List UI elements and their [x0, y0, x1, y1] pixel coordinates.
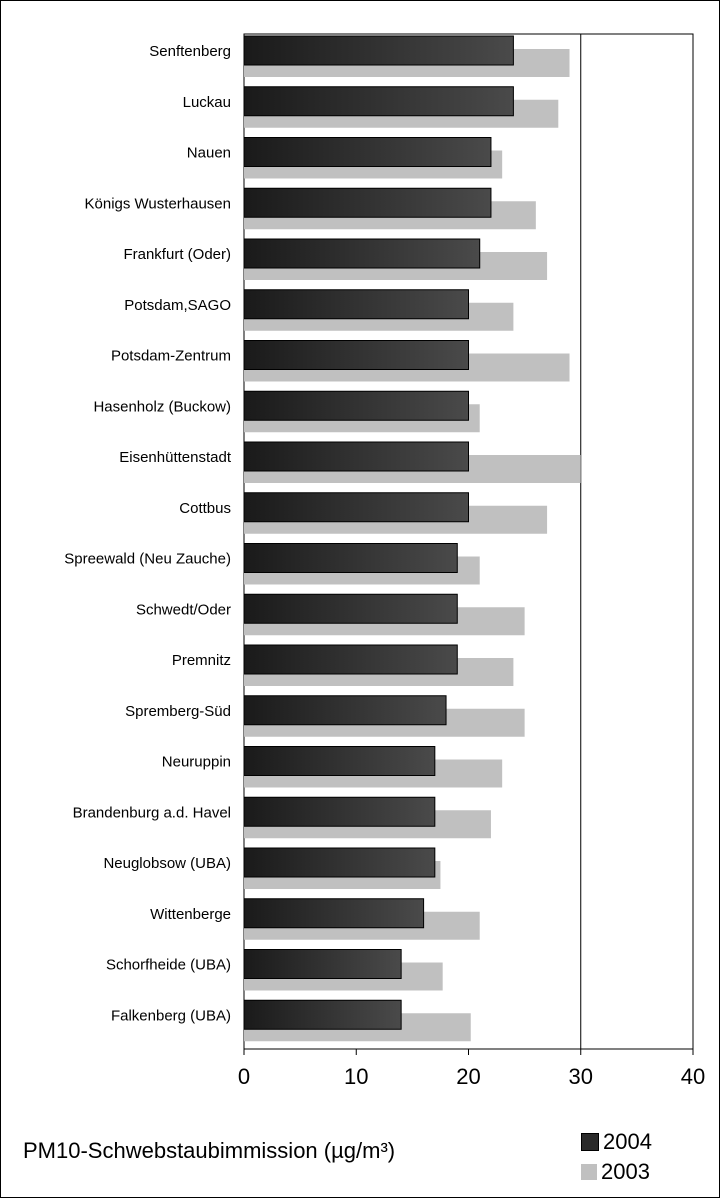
bar-2004 — [243, 746, 436, 776]
category-label: Frankfurt (Oder) — [123, 246, 231, 263]
tick-labels: 0 10 20 30 40 — [238, 1064, 705, 1089]
plot-area — [243, 33, 694, 1050]
x-tick-label: 40 — [681, 1064, 705, 1089]
bar-2004 — [243, 644, 458, 675]
bar-2004 — [243, 593, 458, 624]
x-tick-label: 30 — [569, 1064, 593, 1089]
bar-2004 — [243, 847, 436, 878]
legend-swatch-2004 — [581, 1133, 599, 1151]
bar-2004 — [243, 695, 447, 726]
category-label: Brandenburg a.d. Havel — [73, 804, 231, 821]
category-label: Luckau — [183, 94, 231, 111]
x-axis-label: PM10-Schwebstaubimmission (µg/m³) — [23, 1138, 396, 1163]
legend-label-2003: 2003 — [601, 1159, 650, 1184]
category-label: Falkenberg (UBA) — [111, 1007, 231, 1024]
x-tick-label: 0 — [238, 1064, 250, 1089]
category-label: Königs Wusterhausen — [85, 195, 231, 212]
category-label: Neuglobsow (UBA) — [103, 855, 231, 872]
x-tick-label: 10 — [344, 1064, 368, 1089]
bar-2004 — [243, 340, 469, 370]
category-label: Eisenhüttenstadt — [119, 449, 232, 466]
category-label: Wittenberge — [150, 906, 231, 923]
bar-2004 — [243, 187, 492, 218]
legend: 2004 2003 — [581, 1127, 652, 1187]
category-label: Nauen — [187, 145, 231, 162]
bars — [243, 35, 581, 1042]
bar-2004 — [243, 390, 469, 421]
category-label: Potsdam-Zentrum — [111, 348, 231, 365]
category-labels: Senftenberg Luckau Nauen Königs Wusterhause… — [64, 43, 232, 1024]
gridlines — [243, 33, 694, 1050]
category-label: Spremberg-Süd — [125, 703, 231, 720]
bar-2004 — [243, 238, 481, 269]
bar-2004 — [243, 86, 514, 117]
category-label: Senftenberg — [149, 43, 231, 60]
category-label: Schwedt/Oder — [136, 601, 231, 618]
bar-2004 — [243, 949, 402, 979]
category-label: Premnitz — [172, 652, 231, 669]
bar-2004 — [243, 999, 402, 1030]
category-label: Hasenholz (Buckow) — [93, 398, 231, 415]
category-label: Neuruppin — [162, 754, 231, 771]
category-label: Potsdam,SAGO — [124, 297, 231, 314]
bar-2004 — [243, 289, 469, 320]
bar-2004 — [243, 796, 436, 827]
bar-2004 — [243, 441, 469, 472]
axes — [243, 1048, 694, 1055]
x-tick-label: 20 — [456, 1064, 480, 1089]
bar-2004 — [243, 35, 514, 66]
bar-2004 — [243, 137, 492, 167]
legend-item-2003: 2003 — [581, 1157, 652, 1187]
bar-2004 — [243, 492, 469, 523]
legend-label-2004: 2004 — [603, 1129, 652, 1154]
bar-2004 — [243, 898, 425, 929]
legend-item-2004: 2004 — [581, 1127, 652, 1157]
bar-2004 — [243, 543, 458, 573]
legend-swatch-2003 — [581, 1164, 597, 1180]
category-label: Cottbus — [179, 500, 231, 517]
category-label: Spreewald (Neu Zauche) — [64, 551, 231, 568]
category-label: Schorfheide (UBA) — [106, 957, 231, 974]
